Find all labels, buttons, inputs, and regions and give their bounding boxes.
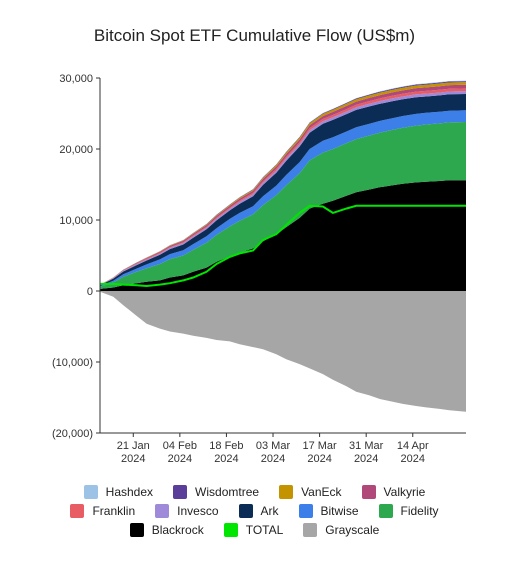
x-tick-label: 03 Mar [256,440,291,452]
area-layers [100,80,466,412]
x-tick-year: 2024 [354,453,378,465]
x-tick-year: 2024 [214,453,238,465]
legend-label: Bitwise [320,503,359,518]
x-tick-label: 04 Feb [163,440,197,452]
etf-flow-chart: 30,000 20,000 10,000 0 (10,000) (20,000) 21 Ja… [52,73,466,465]
y-tick-label: (20,000) [52,428,93,440]
x-tick-year: 2024 [121,453,145,465]
legend-label: VanEck [301,484,342,499]
legend-label: Grayscale [325,522,380,537]
legend-swatch [223,522,238,537]
legend-item-grayscale: Grayscale [303,522,380,537]
legend-swatch [129,522,144,537]
area-fidelity [100,122,466,289]
legend-swatch [155,503,170,518]
x-tick-year: 2024 [307,453,331,465]
legend-swatch [378,503,393,518]
chart-legend: Hashdex Wisdomtree VanEck Valkyrie Franklin I… [0,482,509,539]
legend-item-wisdomtree: Wisdomtree [173,484,260,499]
area-ark [100,94,466,286]
legend-swatch [173,484,188,499]
legend-swatch [298,503,313,518]
x-tick-label: 14 Apr [397,440,429,452]
legend-label: Wisdomtree [195,484,260,499]
legend-swatch [70,503,85,518]
legend-swatch [303,522,318,537]
legend-item-blackrock: Blackrock [129,522,204,537]
y-tick-label: (10,000) [52,357,93,369]
legend-label: TOTAL [245,522,284,537]
legend-label: Ark [260,503,279,518]
x-tick-year: 2024 [401,453,425,465]
legend-item-ark: Ark [238,503,279,518]
legend-row: Franklin Invesco Ark Bitwise Fidelity [0,501,509,520]
area-grayscale [100,291,466,412]
y-tick-label: 0 [87,286,93,298]
legend-item-hashdex: Hashdex [83,484,154,499]
x-tick-year: 2024 [168,453,192,465]
x-tick-label: 31 Mar [349,440,384,452]
line-total [100,204,466,288]
legend-swatch [361,484,376,499]
legend-swatch [279,484,294,499]
legend-item-invesco: Invesco [155,503,219,518]
x-tick-year: 2024 [261,453,285,465]
legend-label: Invesco [177,503,219,518]
legend-label: Valkyrie [383,484,426,499]
legend-row: Blackrock TOTAL Grayscale [0,520,509,539]
y-tick-label: 30,000 [59,73,93,85]
legend-label: Hashdex [105,484,154,499]
legend-label: Franklin [92,503,136,518]
legend-item-franklin: Franklin [70,503,136,518]
legend-item-total: TOTAL [223,522,284,537]
y-tick-label: 20,000 [59,144,93,156]
area-bitwise [100,110,466,287]
legend-item-valkyrie: Valkyrie [361,484,426,499]
chart-title: Bitcoin Spot ETF Cumulative Flow (US$m) [93,26,416,45]
area-blackrock [100,180,466,291]
x-tick-label: 21 Jan [117,440,150,452]
legend-item-fidelity: Fidelity [378,503,439,518]
legend-swatch [238,503,253,518]
axes: 30,000 20,000 10,000 0 (10,000) (20,000) 21 Ja… [52,73,466,465]
legend-swatch [83,484,98,499]
legend-item-vaneck: VanEck [279,484,342,499]
x-tick-label: 18 Feb [209,440,243,452]
legend-label: Fidelity [400,503,439,518]
legend-row: Hashdex Wisdomtree VanEck Valkyrie [0,482,509,501]
legend-label: Blackrock [151,522,204,537]
legend-item-bitwise: Bitwise [298,503,359,518]
y-tick-label: 10,000 [59,215,93,227]
x-tick-label: 17 Mar [302,440,337,452]
